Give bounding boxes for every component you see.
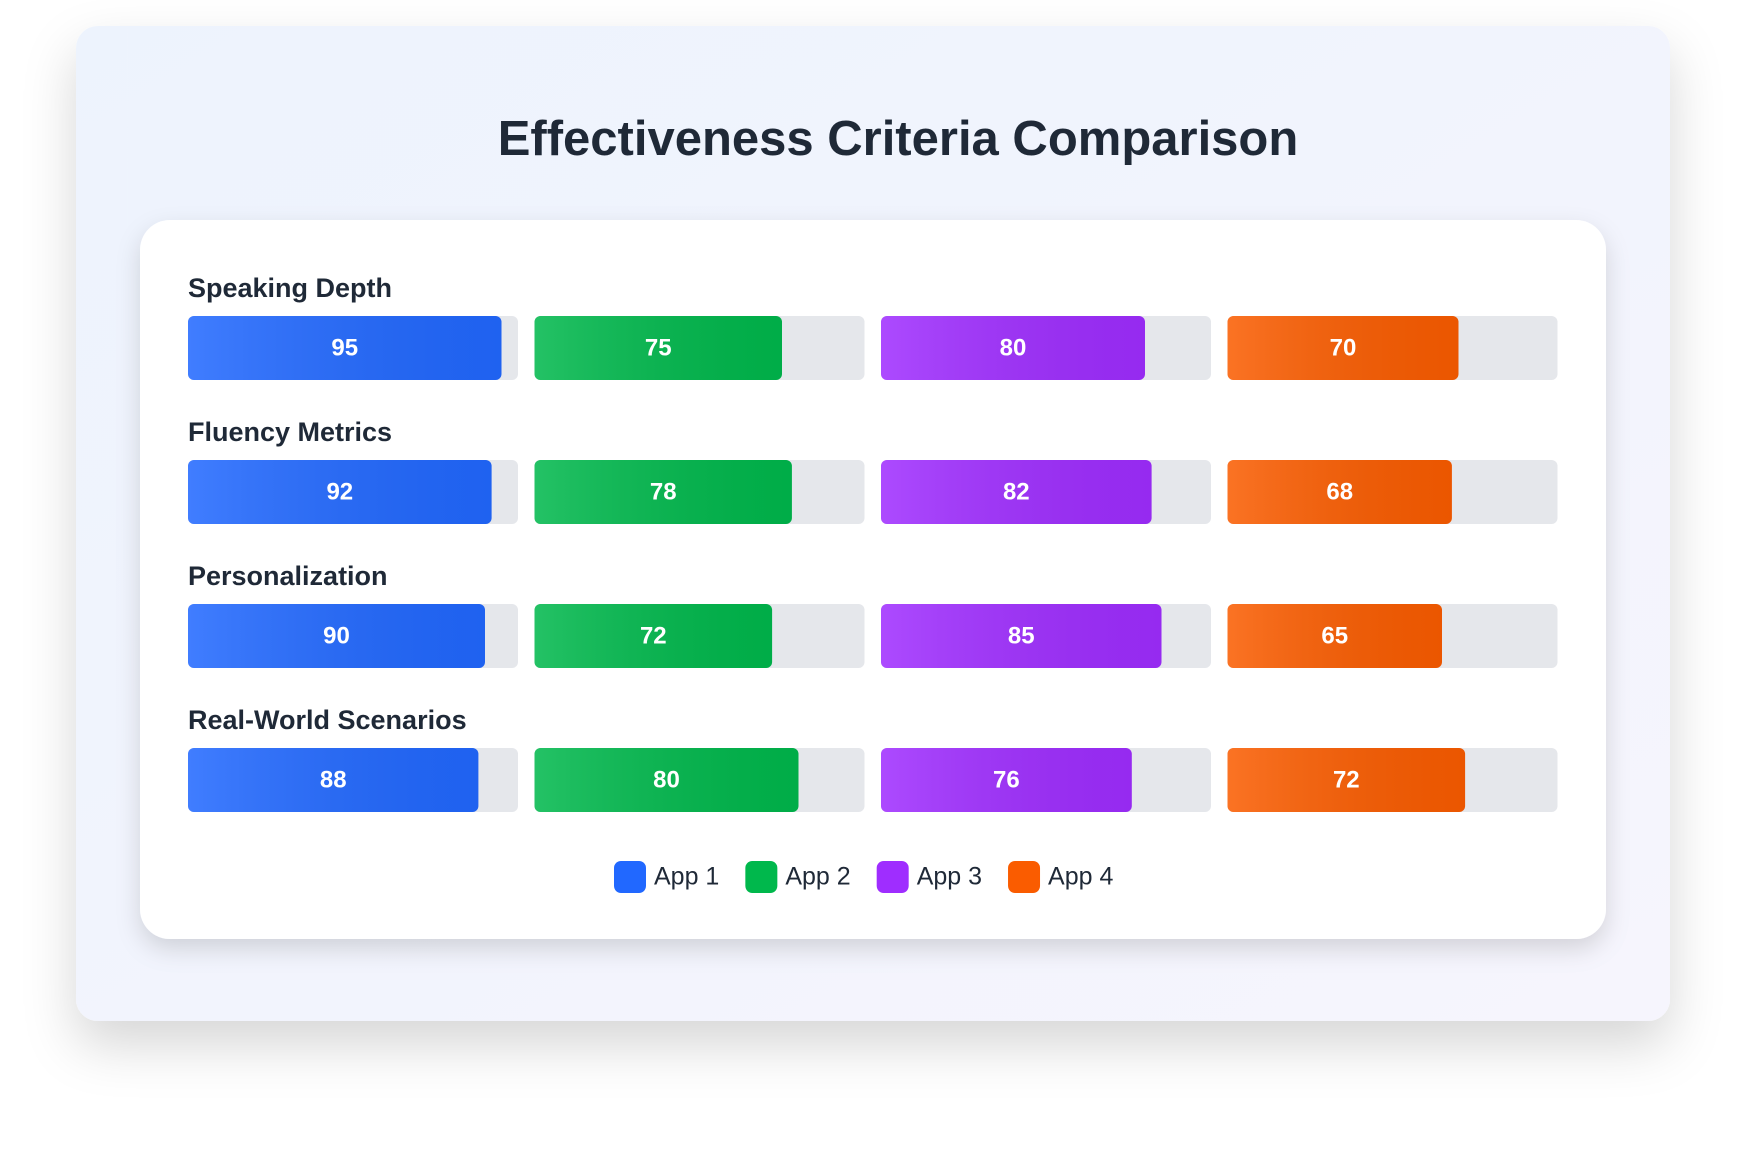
category-label: Real-World Scenarios bbox=[188, 705, 467, 735]
legend-label: App 3 bbox=[917, 863, 982, 891]
bar-sheen bbox=[188, 748, 479, 812]
bar-sheen bbox=[881, 604, 1162, 668]
bar-sheen bbox=[881, 316, 1145, 380]
value-label: 76 bbox=[993, 766, 1020, 793]
legend-label: App 4 bbox=[1048, 863, 1113, 891]
value-label: 90 bbox=[323, 622, 350, 649]
value-label: 92 bbox=[326, 478, 353, 505]
value-label: 75 bbox=[645, 334, 672, 361]
value-label: 95 bbox=[331, 334, 358, 361]
bar-sheen bbox=[881, 460, 1152, 524]
value-label: 70 bbox=[1330, 334, 1357, 361]
bar-sheen bbox=[881, 748, 1132, 812]
bar-sheen bbox=[188, 460, 492, 524]
legend-swatch bbox=[1008, 861, 1041, 893]
value-label: 72 bbox=[1333, 766, 1360, 793]
bar-sheen bbox=[1227, 604, 1442, 668]
bar-sheen bbox=[534, 748, 799, 812]
value-label: 80 bbox=[1000, 334, 1027, 361]
legend-label: App 2 bbox=[785, 863, 850, 891]
category-label: Personalization bbox=[188, 561, 388, 591]
bar-sheen bbox=[188, 316, 502, 380]
bar-sheen bbox=[534, 460, 792, 524]
value-label: 78 bbox=[650, 478, 677, 505]
bar-sheen bbox=[1227, 748, 1466, 812]
legend-swatch bbox=[614, 861, 646, 893]
legend-swatch bbox=[876, 861, 909, 893]
category-label: Fluency Metrics bbox=[188, 417, 392, 447]
value-label: 85 bbox=[1008, 622, 1035, 649]
value-label: 65 bbox=[1321, 622, 1348, 649]
bar-sheen bbox=[1227, 316, 1459, 380]
value-label: 68 bbox=[1326, 478, 1353, 505]
chart-title: Effectiveness Criteria Comparison bbox=[498, 112, 1299, 166]
bar-sheen bbox=[1227, 460, 1452, 524]
legend-label: App 1 bbox=[654, 863, 719, 891]
value-label: 88 bbox=[320, 766, 347, 793]
value-label: 82 bbox=[1003, 478, 1030, 505]
value-label: 80 bbox=[653, 766, 680, 793]
legend-swatch bbox=[745, 861, 778, 893]
bar-sheen bbox=[188, 604, 485, 668]
bar-sheen bbox=[534, 604, 773, 668]
bar-sheen bbox=[534, 316, 782, 380]
category-label: Speaking Depth bbox=[188, 273, 392, 303]
value-label: 72 bbox=[640, 622, 667, 649]
